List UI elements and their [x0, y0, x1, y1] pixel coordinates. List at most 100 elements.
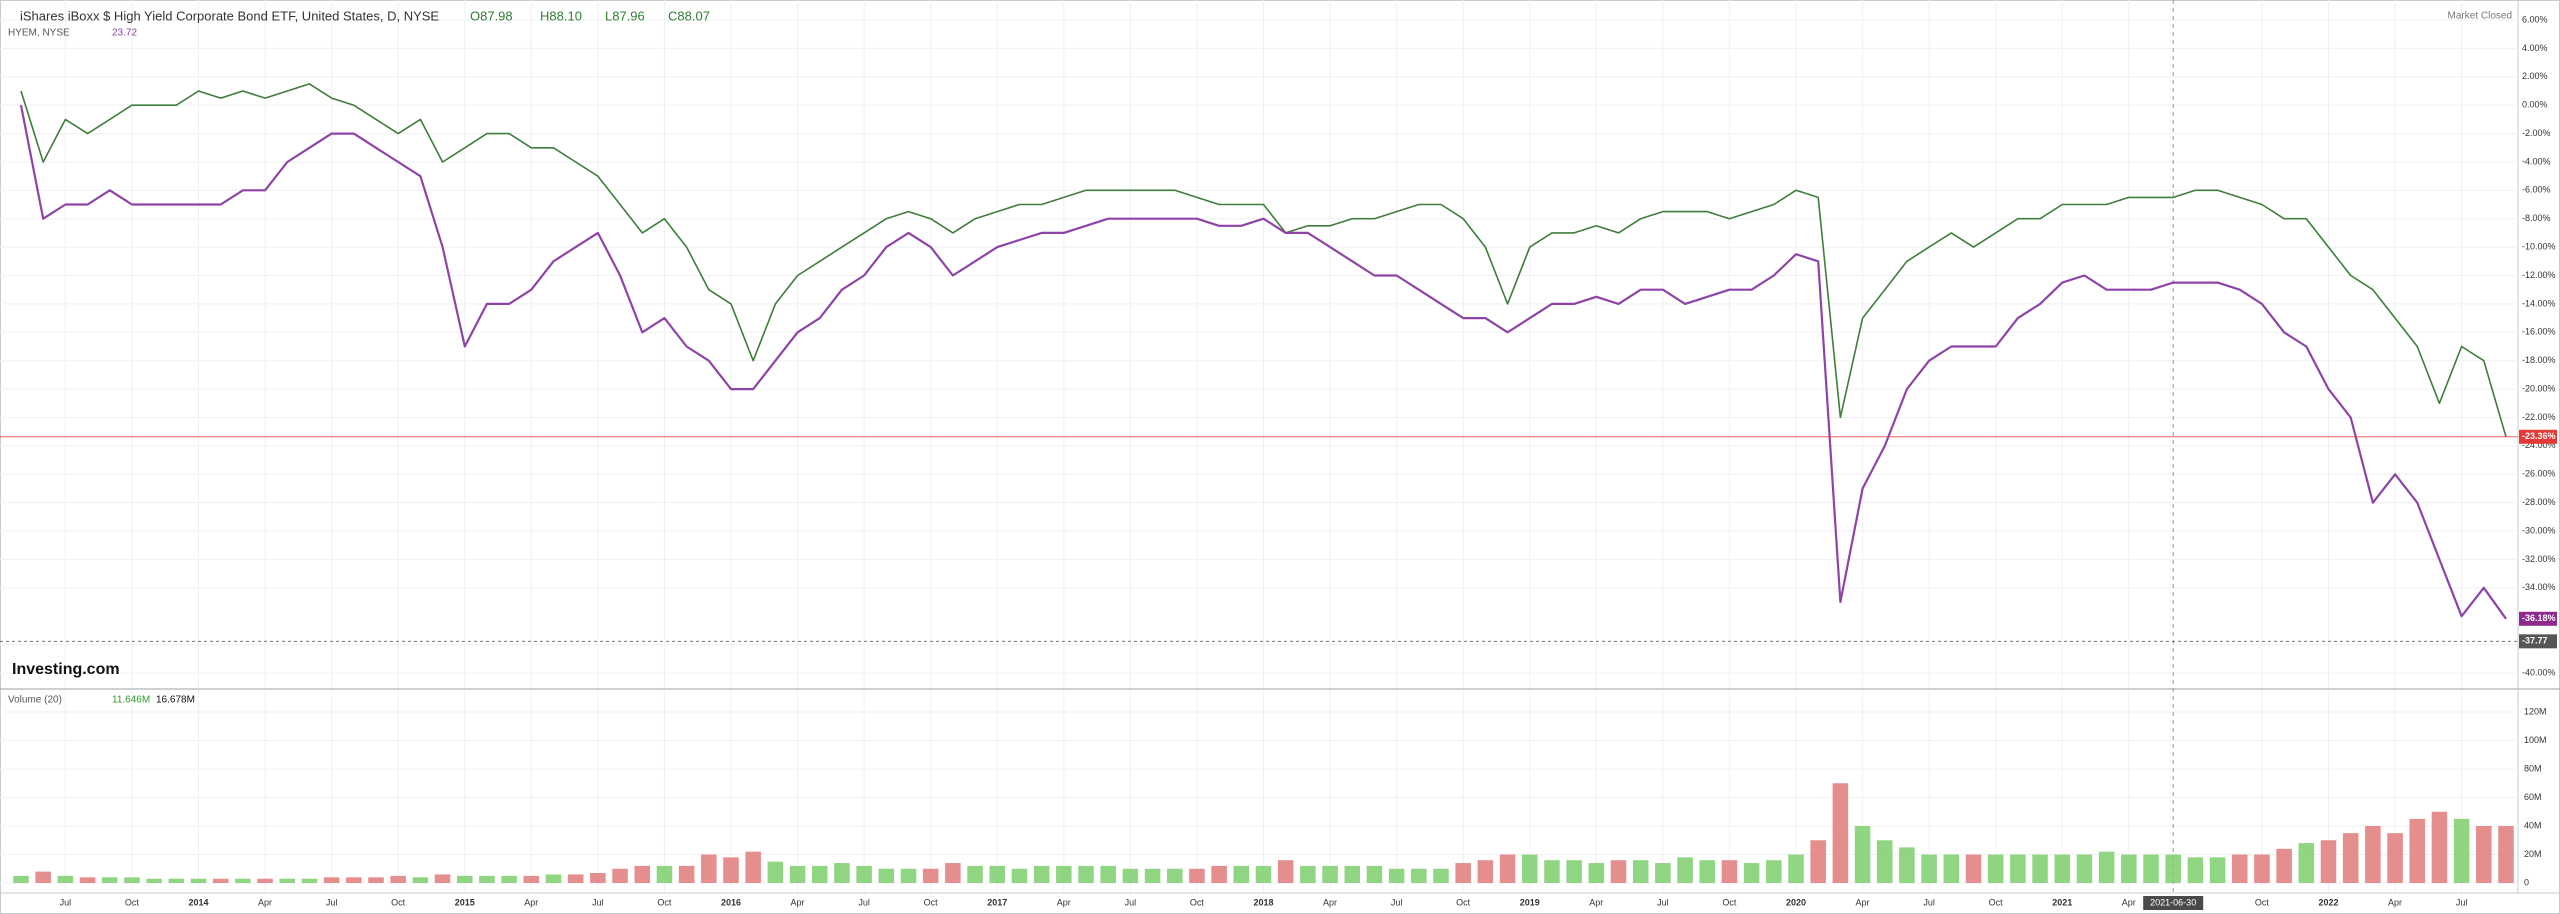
volume-bar	[945, 863, 961, 883]
x-tick-label: 2021	[2052, 897, 2072, 907]
ohlc-close: C88.07	[668, 8, 710, 23]
x-tick-label: Oct	[1722, 897, 1737, 907]
volume-bar	[456, 875, 473, 883]
volume-bar	[1011, 868, 1028, 883]
brand: Investing.com	[12, 661, 120, 678]
volume-bar	[1255, 865, 1272, 883]
x-tick-label: Apr	[2388, 897, 2402, 907]
volume-bar	[146, 878, 162, 883]
volume-bar	[2365, 826, 2381, 883]
volume-bar	[1899, 847, 1915, 883]
x-tick-label: Jul	[1391, 897, 1403, 907]
volume-tick-label: 40M	[2524, 820, 2542, 830]
volume-bar	[1344, 865, 1361, 883]
price-tag: -37.77	[2522, 636, 2548, 646]
volume-bar	[346, 877, 362, 883]
y-tick-label: -30.00%	[2522, 525, 2556, 535]
volume-bar	[723, 857, 739, 883]
x-tick-label: 2017	[987, 897, 1007, 907]
x-tick-label: Apr	[2122, 897, 2136, 907]
volume-bar	[1499, 854, 1516, 883]
volume-bar	[789, 865, 806, 883]
x-tick-label: Oct	[1456, 897, 1471, 907]
x-tick-label: 2018	[1253, 897, 1273, 907]
volume-bar	[57, 875, 74, 883]
price-tag-box	[2519, 429, 2557, 444]
series-line	[19, 104, 2507, 620]
y-tick-label: -28.00%	[2522, 497, 2556, 507]
volume-bar	[567, 874, 584, 883]
volume-bar	[701, 854, 717, 883]
y-tick-label: -26.00%	[2522, 469, 2556, 479]
x-tick-label: Oct	[1989, 897, 2004, 907]
y-tick-label: 0.00%	[2522, 100, 2548, 110]
volume-stat: 16.678M	[156, 695, 195, 706]
ohlc-low: L87.96	[605, 8, 645, 23]
volume-bar	[13, 875, 29, 883]
price-tag: -23.36%	[2522, 431, 2556, 441]
y-tick-label: -22.00%	[2522, 412, 2556, 422]
y-tick-label: -34.00%	[2522, 582, 2556, 592]
volume-bar	[124, 877, 140, 883]
price-tag: -36.18%	[2522, 613, 2556, 623]
volume-bar	[2276, 848, 2292, 883]
volume-bar	[989, 865, 1006, 883]
volume-bar	[1144, 868, 1161, 883]
volume-bar	[2298, 843, 2315, 883]
volume-bar	[1544, 860, 1560, 883]
volume-bar	[1921, 854, 1937, 883]
volume-bar	[1987, 854, 2004, 883]
volume-bar	[1033, 865, 1050, 883]
volume-bar	[1366, 865, 1383, 883]
x-tick-label: Oct	[125, 897, 140, 907]
volume-bar	[1566, 860, 1582, 883]
y-tick-label: -32.00%	[2522, 554, 2556, 564]
x-tick-label: Oct	[924, 897, 939, 907]
volume-bar	[434, 874, 451, 883]
volume-bar	[212, 878, 229, 883]
x-tick-label: Jul	[60, 897, 72, 907]
volume-bar	[2143, 854, 2159, 883]
volume-bar	[1300, 865, 1316, 883]
volume-bar	[2209, 857, 2226, 883]
volume-bar	[412, 877, 429, 883]
y-tick-label: -24.00%	[2522, 440, 2556, 450]
volume-bar	[1455, 863, 1471, 883]
volume-title: Volume (20)	[8, 695, 62, 706]
volume-tick-label: 0	[2524, 877, 2529, 887]
volume-bar	[678, 865, 695, 883]
y-tick-label: -6.00%	[2522, 185, 2551, 195]
volume-bar	[1766, 860, 1782, 883]
crosshair-date: 2021-06-30	[2150, 897, 2196, 907]
y-tick-label: -16.00%	[2522, 327, 2556, 337]
volume-bar	[745, 851, 761, 883]
y-tick-label: 4.00%	[2522, 43, 2548, 53]
ohlc-open: O87.98	[470, 8, 513, 23]
volume-bar	[1588, 863, 1605, 883]
compare-title: HYEM, NYSE	[8, 28, 70, 39]
x-tick-label: 2014	[188, 897, 208, 907]
volume-bar	[2387, 833, 2403, 883]
y-tick-label: 6.00%	[2522, 14, 2548, 24]
x-tick-label: Oct	[1190, 897, 1205, 907]
market-status: Market Closed	[2448, 11, 2512, 22]
volume-bar	[1632, 860, 1649, 883]
volume-bar	[922, 868, 939, 883]
volume-bar	[2320, 840, 2337, 883]
x-tick-label: Apr	[524, 897, 538, 907]
volume-bar	[501, 875, 517, 883]
grid	[0, 0, 2518, 892]
plot	[0, 0, 2518, 892]
volume-tick-label: 60M	[2524, 792, 2542, 802]
volume-bar	[1876, 840, 1893, 883]
x-tick-label: Apr	[1856, 897, 1870, 907]
volume-bar	[1743, 863, 1760, 883]
volume-bar	[1056, 865, 1072, 883]
volume-bar	[545, 874, 562, 883]
volume-bar	[2476, 826, 2492, 883]
x-tick-label: 2015	[455, 897, 475, 907]
volume-bar	[967, 865, 983, 883]
y-tick-label: -10.00%	[2522, 242, 2556, 252]
volume-bar	[1699, 860, 1716, 883]
